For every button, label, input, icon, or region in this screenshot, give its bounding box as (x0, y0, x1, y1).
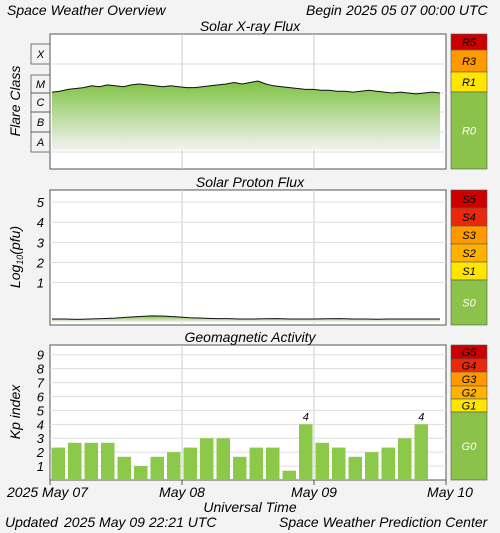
kp-bar (266, 447, 280, 480)
kp-bar (414, 424, 428, 480)
kp-ylabel: Kp index (7, 384, 23, 439)
kp-bar (381, 447, 395, 480)
xray-class-label-x: X (36, 49, 45, 61)
kp-scale-label-g3: G3 (462, 374, 478, 386)
kp-bar (332, 447, 346, 480)
updated-label: Updated (5, 514, 58, 530)
kp-plot-area (49, 344, 447, 481)
x-tick-label-2: May 09 (291, 484, 337, 500)
kp-ytick-1: 1 (37, 459, 44, 474)
kp-ytick-4: 4 (37, 417, 44, 432)
proton-title: Solar Proton Flux (196, 174, 305, 190)
kp-ytick-8: 8 (37, 362, 45, 377)
kp-bar (282, 470, 296, 480)
proton-plot-area (49, 189, 447, 326)
x-tick-label-1: May 08 (159, 484, 205, 500)
xray-class-label-m: M (36, 79, 46, 91)
kp-bar (68, 442, 82, 480)
kp-bar (150, 456, 164, 480)
kp-bar (51, 447, 65, 480)
kp-scale-label-g5: G5 (462, 347, 478, 359)
proton-scale-label-s5: S5 (462, 194, 476, 206)
proton-ytick-2: 2 (36, 256, 45, 271)
xray-class-label-c: C (37, 97, 45, 109)
kp-scale-label-g2: G2 (462, 388, 477, 400)
x-axis-label: Universal Time (203, 499, 296, 515)
xray-class-label-a: A (36, 137, 44, 149)
kp-ytick-3: 3 (37, 431, 45, 446)
xray-scale-label-r3: R3 (462, 56, 477, 68)
proton-scale-label-s1: S1 (462, 266, 475, 278)
kp-scale-band-g0 (450, 411, 488, 481)
kp-ytick-5: 5 (37, 403, 45, 418)
x-tick-label-0: 2025 May 07 (6, 484, 89, 500)
kp-bar (84, 442, 98, 480)
kp-bar (315, 442, 329, 480)
kp-ytick-7: 7 (37, 376, 45, 391)
kp-bar (348, 456, 362, 480)
page-title: Space Weather Overview (7, 2, 166, 18)
xray-scale-label-r0: R0 (462, 126, 477, 138)
kp-bar (299, 424, 313, 480)
xray-scale-band-r0 (450, 91, 488, 170)
proton-scale-label-s0: S0 (462, 298, 476, 310)
kp-bar (167, 452, 181, 480)
proton-ytick-5: 5 (37, 195, 45, 210)
xray-class-box-a (30, 131, 51, 153)
xray-title: Solar X-ray Flux (200, 18, 301, 34)
begin-label: Begin (306, 2, 342, 18)
updated-time: 2025 May 09 22:21 UTC (64, 514, 217, 530)
swpc-credit: Space Weather Prediction Center (279, 514, 488, 530)
proton-scale-label-s2: S2 (462, 248, 475, 260)
kp-bar (398, 438, 412, 480)
kp-scale-label-g0: G0 (462, 441, 478, 453)
proton-ytick-1: 1 (37, 276, 44, 291)
kp-ytick-9: 9 (37, 348, 44, 363)
xray-class-box-x (30, 43, 51, 65)
xray-class-label-b: B (37, 117, 44, 129)
kp-scale-label-g1: G1 (462, 401, 477, 413)
proton-flux-line (52, 315, 440, 320)
kp-bar-label: 4 (418, 411, 424, 423)
kp-ytick-2: 2 (36, 445, 45, 460)
kp-bar (249, 447, 263, 480)
kp-bar-label: 4 (303, 411, 309, 423)
kp-bar (117, 456, 131, 480)
kp-bar (365, 452, 379, 480)
xray-scale-label-r5: R5 (462, 37, 477, 49)
kp-bar (134, 466, 148, 480)
proton-scale-label-s3: S3 (462, 230, 476, 242)
xray-flux-fill (52, 81, 440, 150)
kp-bar (200, 438, 214, 480)
proton-flux-fill (52, 315, 440, 322)
kp-ytick-6: 6 (37, 389, 45, 404)
xray-flux-line (51, 80, 441, 95)
proton-ytick-4: 4 (37, 215, 44, 230)
kp-bar (183, 447, 197, 480)
kp-title: Geomagnetic Activity (185, 329, 317, 345)
kp-bar (233, 456, 247, 480)
proton-ylabel: Log10(pfu) (7, 226, 25, 288)
proton-scale-label-s4: S4 (462, 212, 475, 224)
proton-scale-band-s0 (450, 279, 488, 326)
xray-ylabel: Flare Class (7, 66, 23, 137)
xray-scale-label-r1: R1 (462, 77, 476, 89)
kp-bar (101, 442, 115, 480)
kp-scale-label-g4: G4 (462, 361, 477, 373)
kp-bar (216, 438, 230, 480)
proton-ytick-3: 3 (37, 235, 45, 250)
begin-time: 2025 05 07 00:00 UTC (346, 2, 488, 18)
x-tick-label-3: May 10 (427, 484, 473, 500)
